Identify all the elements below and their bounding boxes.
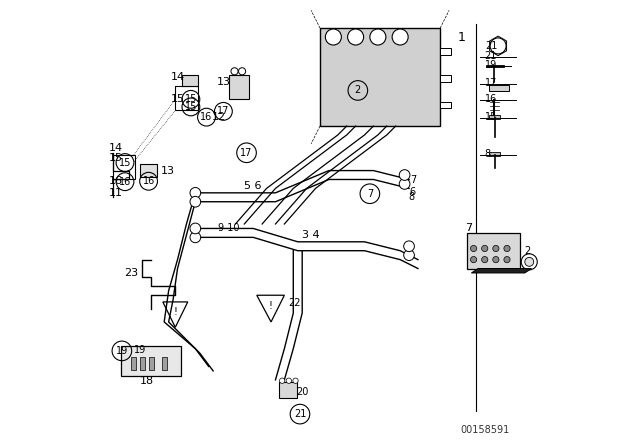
Circle shape	[482, 246, 488, 252]
Text: 16: 16	[143, 176, 155, 186]
Text: 13: 13	[161, 167, 175, 177]
Text: 11: 11	[109, 188, 122, 198]
Circle shape	[493, 257, 499, 263]
Bar	[140, 357, 145, 370]
Bar	[440, 48, 451, 55]
Text: 5 6: 5 6	[244, 181, 262, 191]
Text: !: !	[269, 301, 273, 311]
Text: 00158591: 00158591	[460, 426, 509, 435]
Circle shape	[190, 196, 201, 207]
Circle shape	[190, 232, 201, 243]
Circle shape	[404, 241, 414, 252]
Text: 6: 6	[409, 187, 415, 197]
Circle shape	[325, 29, 341, 45]
Polygon shape	[472, 268, 531, 273]
Text: 21: 21	[485, 41, 497, 51]
Text: 7: 7	[410, 175, 417, 185]
Text: 21: 21	[484, 51, 497, 61]
Circle shape	[504, 257, 510, 263]
Bar	[162, 357, 167, 370]
Text: 16: 16	[200, 112, 212, 122]
Circle shape	[525, 258, 534, 266]
Text: 8: 8	[484, 149, 491, 159]
Circle shape	[348, 29, 364, 45]
Text: 19: 19	[134, 345, 146, 355]
Text: 13: 13	[217, 78, 230, 87]
Bar	[131, 357, 136, 370]
Circle shape	[370, 29, 386, 45]
Circle shape	[493, 246, 499, 252]
Text: 17: 17	[241, 148, 253, 158]
Text: 15: 15	[171, 95, 185, 104]
Bar	[228, 75, 249, 99]
Circle shape	[404, 250, 414, 260]
Text: 9 10: 9 10	[218, 224, 239, 233]
Text: 1: 1	[458, 30, 466, 43]
Circle shape	[293, 378, 298, 383]
Text: 12: 12	[212, 112, 226, 122]
Text: 7: 7	[465, 223, 472, 233]
Circle shape	[231, 68, 238, 75]
Text: 8: 8	[408, 192, 414, 202]
Circle shape	[286, 378, 291, 383]
Text: 15: 15	[185, 95, 197, 104]
Circle shape	[399, 170, 410, 181]
Text: 16: 16	[119, 177, 131, 187]
Text: 21: 21	[294, 409, 306, 419]
Text: 17: 17	[217, 106, 230, 116]
Text: 16: 16	[484, 95, 497, 104]
FancyBboxPatch shape	[121, 345, 180, 376]
Bar	[140, 164, 157, 177]
Text: 3 4: 3 4	[302, 230, 320, 240]
Text: 7: 7	[367, 189, 373, 199]
Text: 22: 22	[288, 298, 300, 308]
Text: 20: 20	[296, 387, 308, 397]
Circle shape	[392, 29, 408, 45]
Bar	[440, 102, 451, 108]
Circle shape	[399, 179, 410, 189]
Bar	[175, 86, 198, 111]
Bar	[182, 75, 198, 86]
Text: 16: 16	[109, 176, 122, 186]
Bar	[489, 115, 500, 119]
Circle shape	[239, 68, 246, 75]
Text: 19: 19	[116, 346, 128, 356]
Text: 15: 15	[484, 112, 497, 122]
Circle shape	[504, 246, 510, 252]
Bar	[489, 152, 500, 156]
Circle shape	[190, 188, 201, 198]
Text: 17: 17	[484, 78, 497, 88]
Text: 23: 23	[124, 268, 138, 278]
Circle shape	[470, 246, 477, 252]
Circle shape	[190, 223, 201, 234]
Text: 18: 18	[140, 376, 154, 386]
Text: 14: 14	[109, 143, 123, 153]
Text: 14: 14	[171, 72, 185, 82]
Bar	[440, 75, 451, 82]
Text: 15: 15	[109, 153, 122, 163]
Text: 2: 2	[355, 86, 361, 95]
FancyBboxPatch shape	[489, 85, 509, 91]
Text: 15: 15	[119, 158, 131, 168]
Circle shape	[470, 257, 477, 263]
Circle shape	[482, 257, 488, 263]
Text: 19: 19	[484, 60, 497, 70]
Text: 2: 2	[524, 246, 530, 256]
Bar	[279, 382, 297, 398]
Bar	[148, 357, 154, 370]
Text: !: !	[173, 307, 177, 317]
Bar	[467, 233, 520, 268]
Bar	[320, 28, 440, 126]
Text: 15: 15	[185, 102, 197, 112]
Circle shape	[280, 378, 285, 383]
